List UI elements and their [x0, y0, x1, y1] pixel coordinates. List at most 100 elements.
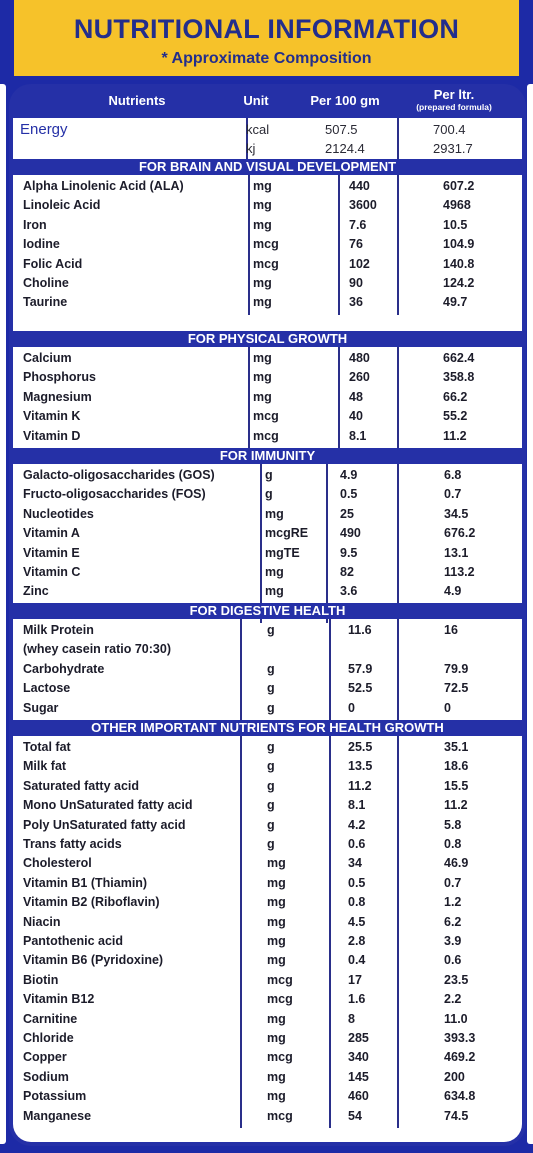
nutrient-name: Vitamin K [23, 409, 81, 424]
section-5: OTHER IMPORTANT NUTRIENTS FOR HEALTH GRO… [13, 720, 522, 1128]
perltr-cell: 66.2 [443, 389, 468, 404]
section-heading: OTHER IMPORTANT NUTRIENTS FOR HEALTH GRO… [13, 720, 522, 736]
col-header-unit: Unit [231, 84, 281, 118]
per100-cell: 76 [349, 237, 363, 252]
nutrient-name: Sodium [23, 1069, 69, 1084]
nutrient-name: (whey casein ratio 70:30) [23, 642, 171, 657]
per100-cell: 0.5 [348, 875, 366, 890]
column-divider [240, 619, 242, 720]
unit-cell: mg [253, 370, 272, 385]
column-divider [329, 619, 331, 720]
col-header-nutrients-label: Nutrients [108, 93, 166, 108]
table-row: Choline mg 90 124.2 [13, 274, 522, 293]
unit-cell: mcg [267, 972, 293, 987]
per100-cell: 54 [348, 1108, 362, 1123]
nutrient-name: Mono UnSaturated fatty acid [23, 798, 193, 813]
perltr-cell: 49.7 [443, 295, 468, 310]
table-row: Vitamin C mg 82 113.2 [13, 563, 522, 582]
nutrient-name: Carnitine [23, 1011, 78, 1026]
table-row: Vitamin E mgTE 9.5 13.1 [13, 544, 522, 563]
column-divider [338, 175, 340, 315]
unit-cell: mg [253, 217, 272, 232]
perltr-cell: 16 [444, 623, 458, 637]
table-row: Potassium mg 460 634.8 [13, 1087, 522, 1106]
table-header: Nutrients Unit Per 100 gm Per ltr. (prep… [9, 84, 526, 118]
energy-block: Energy kcal kj 507.5 2124.4 700.4 2931.7 [13, 118, 522, 159]
per100-cell: 8.1 [349, 428, 367, 443]
energy-unit-kj: kj [246, 141, 256, 156]
nutrient-name: Galacto-oligosaccharides (GOS) [23, 468, 215, 482]
per100-cell: 480 [349, 351, 370, 365]
column-divider [397, 175, 399, 315]
section-3: FOR IMMUNITY Galacto-oligosaccharides (GO… [13, 448, 522, 624]
header-banner: NUTRITIONAL INFORMATION * Approximate Co… [14, 0, 519, 76]
unit-cell: mcg [267, 1050, 293, 1065]
nutrient-name: Iron [23, 217, 47, 232]
perltr-cell: 607.2 [443, 179, 475, 193]
table-row: Chloride mg 285 393.3 [13, 1029, 522, 1048]
per100-cell: 340 [348, 1050, 369, 1065]
perltr-cell: 4.9 [444, 584, 462, 599]
nutrient-name: Vitamin B2 (Riboflavin) [23, 895, 160, 910]
nutrient-name: Trans fatty acids [23, 837, 122, 851]
table-row: Carnitine mg 8 11.0 [13, 1010, 522, 1029]
per100-cell: 52.5 [348, 681, 373, 696]
per100-cell: 440 [349, 179, 370, 193]
unit-cell: mcg [253, 256, 279, 271]
perltr-cell: 79.9 [444, 661, 469, 676]
perltr-cell: 2.2 [444, 992, 462, 1007]
per100-cell: 17 [348, 972, 362, 987]
table-row: Fructo-oligosaccharides (FOS) g 0.5 0.7 [13, 485, 522, 504]
perltr-cell: 6.2 [444, 914, 462, 929]
unit-cell: g [265, 468, 273, 482]
table-row: Alpha Linolenic Acid (ALA) mg 440 607.2 [13, 177, 522, 196]
nutrient-name: Fructo-oligosaccharides (FOS) [23, 487, 206, 502]
section-heading: FOR DIGESTIVE HEALTH [13, 603, 522, 619]
column-divider [397, 464, 399, 624]
unit-cell: g [267, 700, 275, 715]
per100-cell: 8 [348, 1011, 355, 1026]
perltr-cell: 469.2 [444, 1050, 476, 1065]
table-row: Pantothenic acid mg 2.8 3.9 [13, 932, 522, 951]
nutrient-name: Zinc [23, 584, 49, 599]
table-row: Phosphorus mg 260 358.8 [13, 368, 522, 387]
per100-cell: 102 [349, 256, 370, 271]
col-header-perltr: Per ltr. (prepared formula) [399, 84, 509, 118]
per100-cell: 145 [348, 1069, 369, 1084]
nutrient-name: Vitamin B1 (Thiamin) [23, 875, 148, 890]
perltr-cell: 113.2 [444, 565, 475, 579]
nutrition-table-panel: Nutrients Unit Per 100 gm Per ltr. (prep… [9, 84, 526, 1146]
per100-cell: 460 [348, 1089, 369, 1104]
per100-cell: 25 [340, 506, 354, 521]
nutrient-name: Magnesium [23, 389, 92, 404]
unit-cell: g [267, 817, 275, 832]
per100-cell: 11.6 [348, 623, 372, 637]
table-row: Zinc mg 3.6 4.9 [13, 582, 522, 601]
energy-perltr-kcal: 700.4 [433, 122, 466, 137]
unit-cell: mg [253, 295, 272, 310]
unit-cell: mcg [253, 428, 279, 443]
per100-cell: 0.6 [348, 837, 366, 851]
section-2: FOR PHYSICAL GROWTH Calcium mg 480 662.4 Phos… [13, 331, 522, 448]
nutrient-name: Pantothenic acid [23, 934, 124, 948]
perltr-cell: 23.5 [444, 972, 469, 987]
right-edge-strip [527, 84, 533, 1144]
table-row: Milk Protein g 11.6 16 [13, 621, 522, 640]
unit-cell: mg [267, 856, 286, 871]
nutrient-name: Manganese [23, 1108, 92, 1123]
perltr-cell: 124.2 [443, 276, 475, 290]
perltr-cell: 104.9 [443, 237, 475, 252]
nutrient-name: Calcium [23, 351, 72, 365]
table-row: Folic Acid mcg 102 140.8 [13, 255, 522, 274]
nutrient-name: Milk Protein [23, 623, 94, 637]
unit-cell: mg [253, 351, 272, 365]
perltr-cell: 393.3 [444, 1031, 476, 1045]
table-row: Vitamin B1 (Thiamin) mg 0.5 0.7 [13, 874, 522, 893]
per100-cell: 0 [348, 700, 355, 715]
nutrient-name: Iodine [23, 237, 60, 252]
column-divider [329, 736, 331, 1128]
per100-cell: 4.5 [348, 914, 366, 929]
nutrient-name: Cholesterol [23, 856, 92, 871]
left-edge-strip [0, 84, 6, 1144]
perltr-cell: 15.5 [444, 778, 469, 793]
